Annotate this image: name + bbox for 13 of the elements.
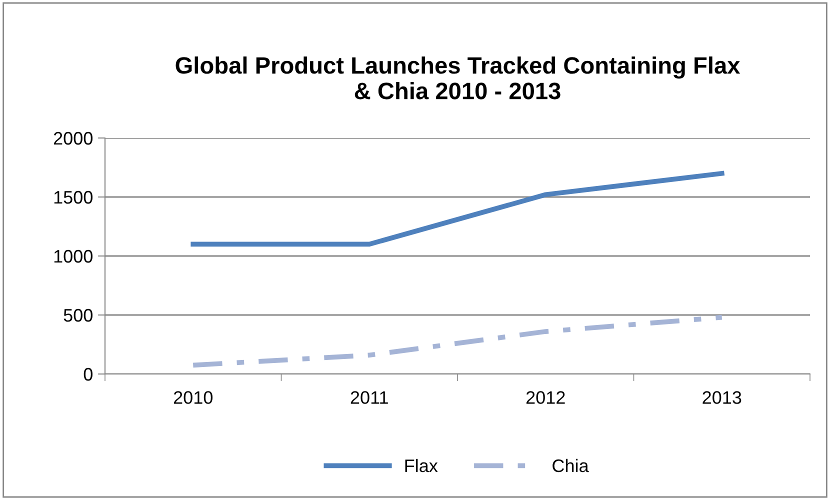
- legend-label: Flax: [405, 458, 438, 472]
- y-tick-label: 2000: [54, 132, 92, 145]
- chart-title: Global Product Launches Tracked Containing Flax & Chia 2010 - 2013: [176, 56, 740, 100]
- x-tick-label: 2013: [702, 391, 742, 404]
- y-tick-label: 1000: [54, 250, 92, 263]
- legend-label: Chia: [552, 458, 589, 472]
- y-tick-label: 1500: [54, 190, 92, 204]
- line-series: [190, 314, 724, 368]
- y-tick-label: 0: [84, 368, 92, 381]
- x-tick-label: 2010: [174, 391, 213, 404]
- y-tick-label: 500: [64, 308, 92, 322]
- x-tick-label: 2011: [350, 391, 388, 404]
- x-tick-label: 2012: [526, 391, 565, 404]
